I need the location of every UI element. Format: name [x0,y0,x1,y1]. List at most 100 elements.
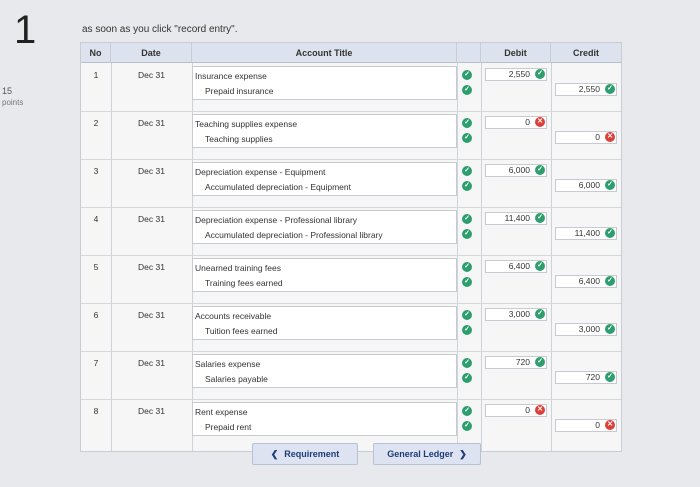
chevron-left-icon: ❮ [270,448,279,459]
credit-amount-field[interactable]: 6,000 [555,179,617,192]
debit-account-check-icon: ✓ [462,310,472,320]
chevron-right-icon: ❯ [459,448,467,459]
account-title-box: Teaching supplies expense Teaching suppli… [192,114,457,148]
debit-account-field[interactable]: Depreciation expense - Equipment [195,167,326,177]
entry-date[interactable]: Dec 31 [138,118,165,128]
debit-account-check-icon: ✓ [462,406,472,416]
account-title-box: Depreciation expense - Equipment Accumula… [192,162,457,196]
credit-account-field[interactable]: Salaries payable [205,374,268,384]
account-title-box: Rent expense Prepaid rent [192,402,457,436]
column-divider [192,63,193,451]
account-title-box: Insurance expense Prepaid insurance [192,66,457,100]
row-divider [81,303,621,304]
general-ledger-button[interactable]: General Ledger ❯ [373,443,481,465]
general-ledger-button-label: General Ledger [387,449,454,459]
credit-account-check-icon: ✓ [462,325,472,335]
entry-date[interactable]: Dec 31 [138,358,165,368]
entry-date[interactable]: Dec 31 [138,166,165,176]
credit-check-icon: ✓ [605,180,615,190]
credit-account-field[interactable]: Training fees earned [205,278,283,288]
credit-account-field[interactable]: Accumulated depreciation - Equipment [205,182,351,192]
debit-account-check-icon: ✓ [462,358,472,368]
row-divider [81,159,621,160]
debit-check-icon: ✓ [535,213,545,223]
debit-error-icon: ✕ [535,405,545,415]
debit-amount-field[interactable]: 6,400 [485,260,547,273]
debit-check-icon: ✓ [535,357,545,367]
debit-amount-field[interactable]: 11,400 [485,212,547,225]
instruction-text: as soon as you click "record entry". [82,24,238,35]
debit-account-field[interactable]: Insurance expense [195,71,267,81]
credit-account-check-icon: ✓ [462,229,472,239]
debit-check-icon: ✓ [535,261,545,271]
debit-account-field[interactable]: Rent expense [195,407,248,417]
debit-amount-field[interactable]: 0 [485,116,547,129]
credit-check-icon: ✓ [605,228,615,238]
header-debit: Debit [481,43,551,63]
credit-account-field[interactable]: Tuition fees earned [205,326,278,336]
debit-account-field[interactable]: Salaries expense [195,359,261,369]
credit-error-icon: ✕ [605,420,615,430]
header-no: No [81,43,111,63]
row-divider [81,255,621,256]
debit-account-check-icon: ✓ [462,262,472,272]
debit-account-field[interactable]: Depreciation expense - Professional libr… [195,215,358,225]
debit-amount-field[interactable]: 0 [485,404,547,417]
credit-check-icon: ✓ [605,84,615,94]
points-label: points [2,98,24,107]
column-divider [481,63,482,451]
debit-account-field[interactable]: Unearned training fees [195,263,282,273]
entry-number: 1 [93,70,99,80]
entry-number: 8 [93,406,99,416]
credit-amount-field[interactable]: 3,000 [555,323,617,336]
row-divider [81,399,621,400]
account-title-box: Salaries expense Salaries payable [192,354,457,388]
row-divider [81,351,621,352]
entry-date[interactable]: Dec 31 [138,214,165,224]
credit-check-icon: ✓ [605,324,615,334]
credit-account-field[interactable]: Prepaid rent [205,422,252,432]
account-title-box: Unearned training fees Training fees earn… [192,258,457,292]
debit-check-icon: ✓ [535,309,545,319]
requirement-button-label: Requirement [284,449,340,459]
credit-account-check-icon: ✓ [462,181,472,191]
debit-amount-field[interactable]: 2,550 [485,68,547,81]
debit-amount-field[interactable]: 720 [485,356,547,369]
debit-account-field[interactable]: Teaching supplies expense [195,119,298,129]
row-divider [81,207,621,208]
credit-account-check-icon: ✓ [462,85,472,95]
account-title-box: Depreciation expense - Professional libr… [192,210,457,244]
debit-account-check-icon: ✓ [462,214,472,224]
header-account-title: Account Title [192,43,457,63]
requirement-button[interactable]: ❮ Requirement [252,443,358,465]
credit-amount-field[interactable]: 2,550 [555,83,617,96]
column-divider [551,63,552,451]
entry-number: 2 [93,118,99,128]
credit-amount-field[interactable]: 0 [555,131,617,144]
debit-amount-field[interactable]: 3,000 [485,308,547,321]
debit-error-icon: ✕ [535,117,545,127]
credit-amount-field[interactable]: 11,400 [555,227,617,240]
debit-check-icon: ✓ [535,69,545,79]
credit-error-icon: ✕ [605,132,615,142]
row-divider [81,111,621,112]
credit-amount-field[interactable]: 0 [555,419,617,432]
entry-number: 3 [93,166,99,176]
credit-check-icon: ✓ [605,372,615,382]
debit-check-icon: ✓ [535,165,545,175]
header-credit: Credit [551,43,621,63]
points-value: 15 [2,86,13,96]
debit-amount-field[interactable]: 6,000 [485,164,547,177]
entry-date[interactable]: Dec 31 [138,310,165,320]
credit-amount-field[interactable]: 6,400 [555,275,617,288]
credit-account-check-icon: ✓ [462,373,472,383]
debit-account-field[interactable]: Accounts receivable [195,311,272,321]
entry-date[interactable]: Dec 31 [138,262,165,272]
credit-account-field[interactable]: Teaching supplies [205,134,273,144]
credit-account-field[interactable]: Prepaid insurance [205,86,274,96]
entry-date[interactable]: Dec 31 [138,406,165,416]
entry-date[interactable]: Dec 31 [138,70,165,80]
credit-amount-field[interactable]: 720 [555,371,617,384]
credit-account-field[interactable]: Accumulated depreciation - Professional … [205,230,383,240]
credit-account-check-icon: ✓ [462,277,472,287]
